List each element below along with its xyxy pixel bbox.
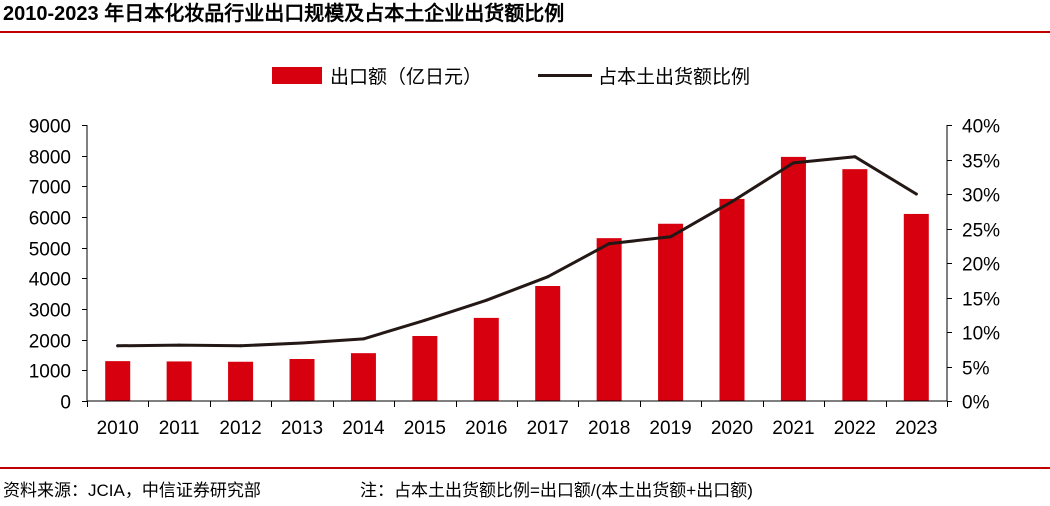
x-axis-ticks: 2010 2011 2012 2013 2014 2015 2016 2017 2018 2019… xyxy=(87,401,948,439)
bar-2014 xyxy=(350,353,376,401)
bar-2012 xyxy=(228,361,254,401)
share-point-2011 xyxy=(177,343,181,347)
right-tick-label: 15% xyxy=(962,290,1000,311)
bar-2022 xyxy=(842,169,868,401)
bar-2020 xyxy=(719,198,745,401)
x-tick-label: 2015 xyxy=(404,418,446,439)
legend-bar-swatch xyxy=(272,67,322,84)
x-tick-label: 2020 xyxy=(711,418,753,439)
share-line-series xyxy=(116,155,918,348)
bar-2017 xyxy=(535,286,561,401)
x-tick-label: 2010 xyxy=(97,418,139,439)
share-point-2015 xyxy=(423,318,427,322)
left-tick-label: 4000 xyxy=(29,270,71,291)
x-tick-label: 2016 xyxy=(465,418,507,439)
x-tick-label: 2018 xyxy=(588,418,630,439)
footer-divider xyxy=(0,467,1050,469)
left-axis-ticks: 0 1000 2000 3000 4000 5000 6000 7000 8000 9000 xyxy=(29,117,87,414)
right-tick-label: 20% xyxy=(962,255,1000,276)
bar-2021 xyxy=(780,156,806,401)
bar-2016 xyxy=(473,317,499,401)
bar-2018 xyxy=(596,238,622,401)
bar-2013 xyxy=(289,358,315,401)
right-tick-label: 25% xyxy=(962,221,1000,242)
x-tick-label: 2019 xyxy=(649,418,691,439)
export-bar-series xyxy=(105,156,929,401)
left-tick-label: 7000 xyxy=(29,178,71,199)
x-tick-label: 2023 xyxy=(895,418,937,439)
bar-2023 xyxy=(903,213,929,401)
share-point-2014 xyxy=(361,337,365,341)
right-axis-ticks: 0% 5% 10% 15% 20% 25% 30% 35% 40% xyxy=(947,117,1000,414)
bar-2011 xyxy=(166,361,192,401)
legend-line-label: 占本土出货额比例 xyxy=(598,66,750,88)
x-tick-label: 2021 xyxy=(772,418,814,439)
right-tick-label: 10% xyxy=(962,324,1000,345)
title-divider xyxy=(0,31,1050,33)
left-tick-label: 1000 xyxy=(29,362,71,383)
x-tick-label: 2017 xyxy=(527,418,569,439)
right-tick-label: 0% xyxy=(962,393,990,414)
share-point-2017 xyxy=(546,275,550,279)
share-point-2022 xyxy=(853,155,857,159)
x-tick-label: 2022 xyxy=(834,418,876,439)
share-line xyxy=(116,155,918,348)
source-note: 资料来源：JCIA，中信证券研究部 xyxy=(3,481,261,500)
bar-2010 xyxy=(105,361,131,401)
right-tick-label: 30% xyxy=(962,186,1000,207)
right-tick-label: 5% xyxy=(962,359,990,380)
legend-bar-label: 出口额（亿日元） xyxy=(330,66,482,88)
legend: 出口额（亿日元） 占本土出货额比例 xyxy=(272,66,750,88)
chart-title: 2010-2023 年日本化妆品行业出口规模及占本土企业出货额比例 xyxy=(3,3,565,25)
right-tick-label: 40% xyxy=(962,117,1000,138)
x-tick-label: 2013 xyxy=(281,418,323,439)
left-tick-label: 5000 xyxy=(29,240,71,261)
left-tick-label: 8000 xyxy=(29,148,71,169)
left-tick-label: 3000 xyxy=(29,301,71,322)
formula-note: 注：占本土出货额比例=出口额/(本土出货额+出口额) xyxy=(360,481,753,500)
share-point-2020 xyxy=(730,200,734,204)
x-tick-label: 2012 xyxy=(219,418,261,439)
bar-2015 xyxy=(412,335,438,401)
share-point-2012 xyxy=(239,344,243,348)
share-point-2023 xyxy=(914,192,918,196)
left-tick-label: 6000 xyxy=(29,209,71,230)
left-tick-label: 9000 xyxy=(29,117,71,138)
share-point-2010 xyxy=(116,344,120,348)
left-tick-label: 0 xyxy=(60,393,71,414)
left-tick-label: 2000 xyxy=(29,332,71,353)
share-point-2013 xyxy=(300,341,304,345)
share-point-2018 xyxy=(607,242,611,246)
share-point-2019 xyxy=(669,235,673,239)
x-tick-label: 2011 xyxy=(159,418,200,439)
x-tick-label: 2014 xyxy=(342,418,385,439)
share-point-2016 xyxy=(484,298,488,302)
share-point-2021 xyxy=(791,161,795,165)
axes xyxy=(86,125,948,402)
bar-2019 xyxy=(658,223,684,401)
right-tick-label: 35% xyxy=(962,152,1000,173)
